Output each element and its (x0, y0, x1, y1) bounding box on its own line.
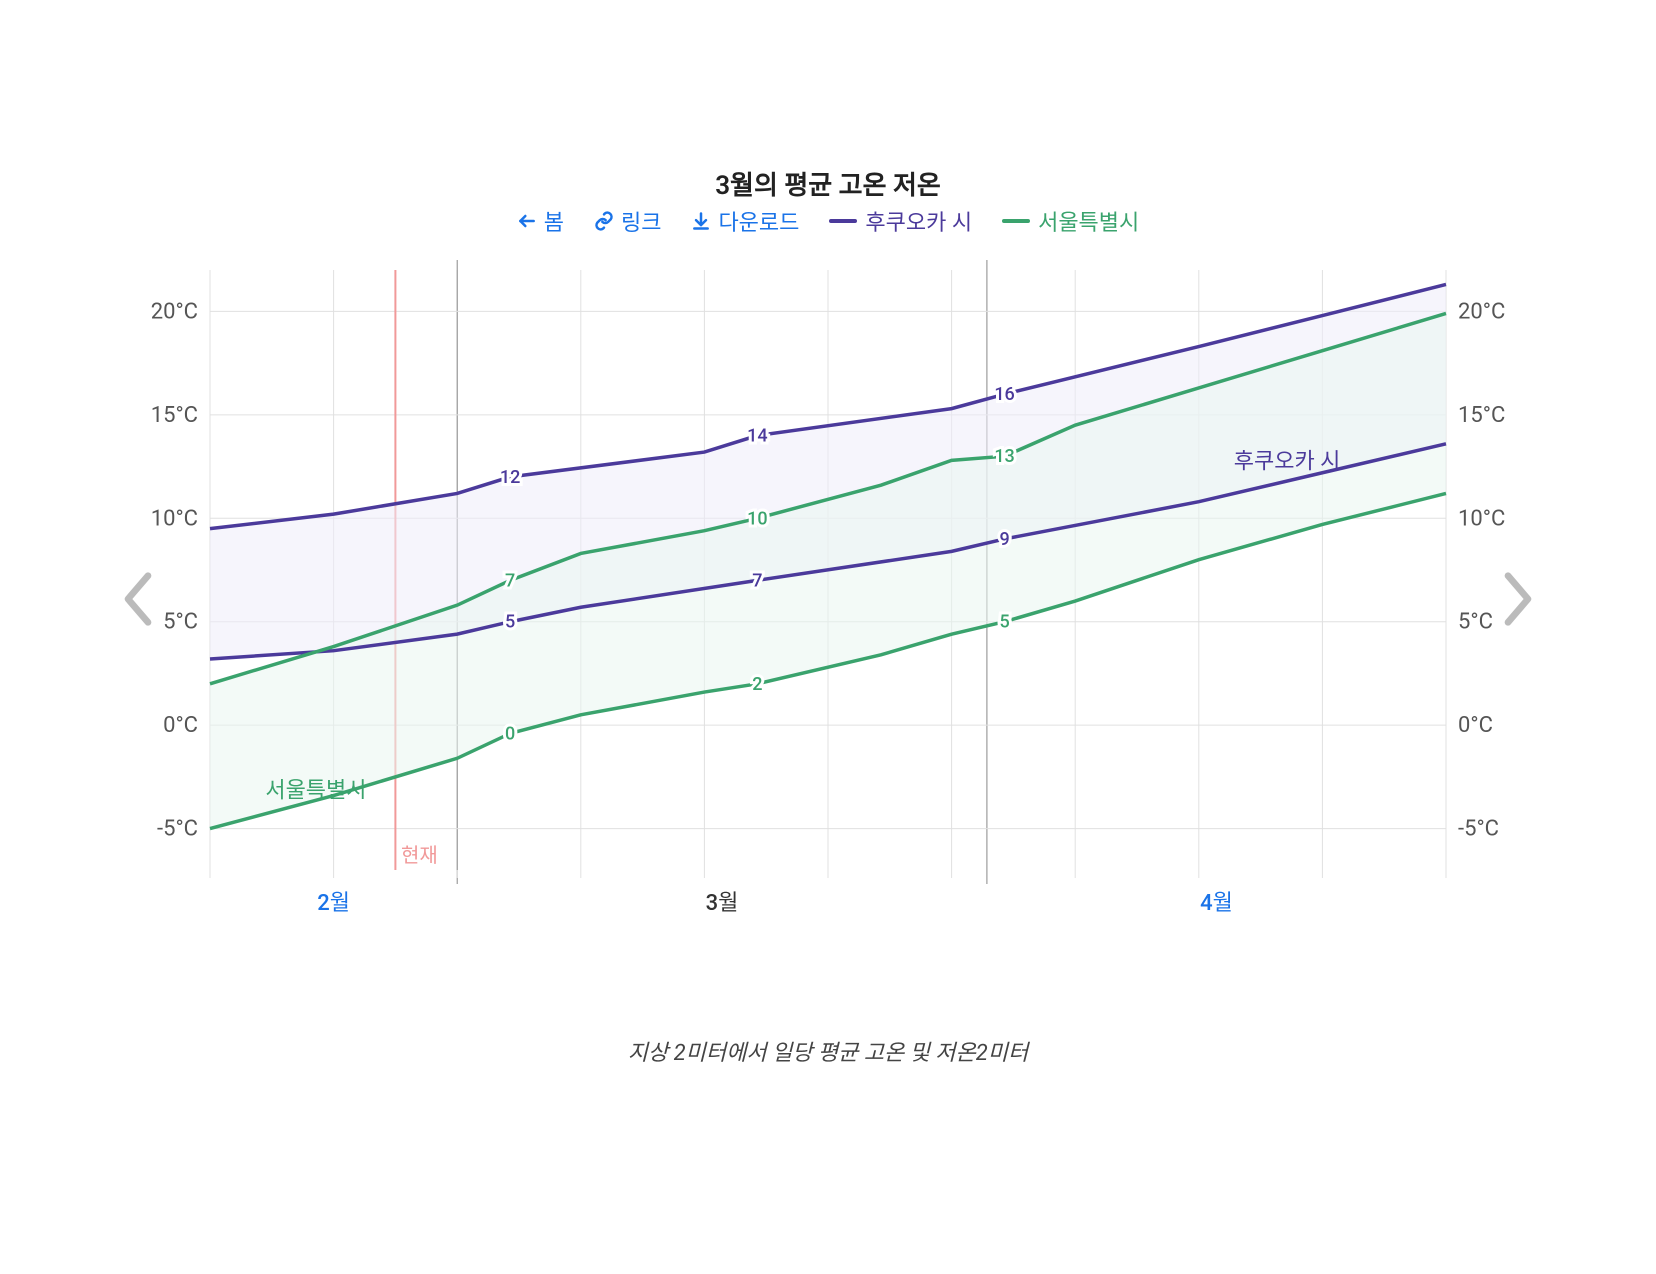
ytick-label: 15°C (151, 403, 198, 428)
share-link-button[interactable]: 링크 (594, 205, 661, 237)
plot-svg: -5°C -5°C 0°C 0°C 5°C 5°C 10°C 10°C 15°C 15°C 20°C… (130, 260, 1526, 950)
next-arrow[interactable] (1498, 569, 1538, 641)
ytick-label: -5°C (157, 817, 198, 842)
share-link-label: 링크 (621, 205, 661, 237)
back-button-label: 봄 (544, 205, 564, 237)
legend-swatch (1002, 219, 1030, 223)
prev-arrow[interactable] (118, 569, 158, 641)
chart-wrapper: 3월의 평균 고온 저온 봄 링크 다운로드 후쿠오카 시 서울특별시 -5°C… (0, 0, 1656, 1274)
plot-area: -5°C -5°C 0°C 0°C 5°C 5°C 10°C 10°C 15°C 15°C 20°C… (130, 260, 1526, 950)
value-label: 16 (994, 384, 1014, 405)
ytick-label: 20°C (1458, 299, 1505, 324)
value-label: 13 (994, 446, 1014, 467)
chart-caption: 지상 2미터에서 일당 평균 고온 및 저온2미터 (0, 1035, 1656, 1067)
series-label-fukuoka: 후쿠오카 시 (1234, 450, 1341, 475)
legend-item-seoul[interactable]: 서울특별시 (1002, 205, 1139, 237)
ytick-label: 10°C (151, 506, 198, 531)
value-label: 5 (999, 612, 1009, 633)
ytick-label: 5°C (163, 610, 198, 635)
chevron-left-icon (118, 569, 158, 629)
chart-title: 3월의 평균 고온 저온 (0, 165, 1656, 202)
value-label: 14 (747, 426, 767, 447)
download-icon (691, 211, 711, 231)
link-icon (594, 211, 614, 231)
value-label: 0 (505, 723, 515, 744)
series-label-seoul: 서울특별시 (265, 779, 366, 804)
chevron-right-icon (1498, 569, 1538, 629)
now-label: 현재 (401, 843, 438, 867)
legend-item-fukuoka[interactable]: 후쿠오카 시 (829, 205, 972, 237)
value-label: 2 (752, 674, 762, 695)
download-button[interactable]: 다운로드 (691, 205, 799, 237)
ytick-label: 10°C (1458, 506, 1505, 531)
ytick-label: 0°C (163, 713, 198, 738)
month-label: 2월 (317, 891, 350, 916)
ytick-label: 20°C (151, 299, 198, 324)
ytick-label: 0°C (1458, 713, 1493, 738)
chart-toolbar: 봄 링크 다운로드 후쿠오카 시 서울특별시 (0, 205, 1656, 237)
value-label: 10 (747, 508, 767, 529)
ytick-label: 5°C (1458, 610, 1493, 635)
value-label: 5 (505, 612, 515, 633)
value-label: 12 (500, 467, 520, 488)
month-label: 4월 (1200, 891, 1233, 916)
back-button[interactable]: 봄 (517, 205, 564, 237)
value-label: 7 (752, 570, 762, 591)
value-label: 7 (505, 570, 515, 591)
ytick-label: 15°C (1458, 403, 1505, 428)
ytick-label: -5°C (1458, 817, 1499, 842)
value-label: 9 (999, 529, 1009, 550)
arrow-left-icon (517, 211, 537, 231)
download-label: 다운로드 (718, 205, 799, 237)
legend-label: 서울특별시 (1038, 205, 1139, 237)
month-label: 3월 (706, 891, 739, 916)
legend-label: 후쿠오카 시 (865, 205, 972, 237)
legend-swatch (829, 219, 857, 223)
